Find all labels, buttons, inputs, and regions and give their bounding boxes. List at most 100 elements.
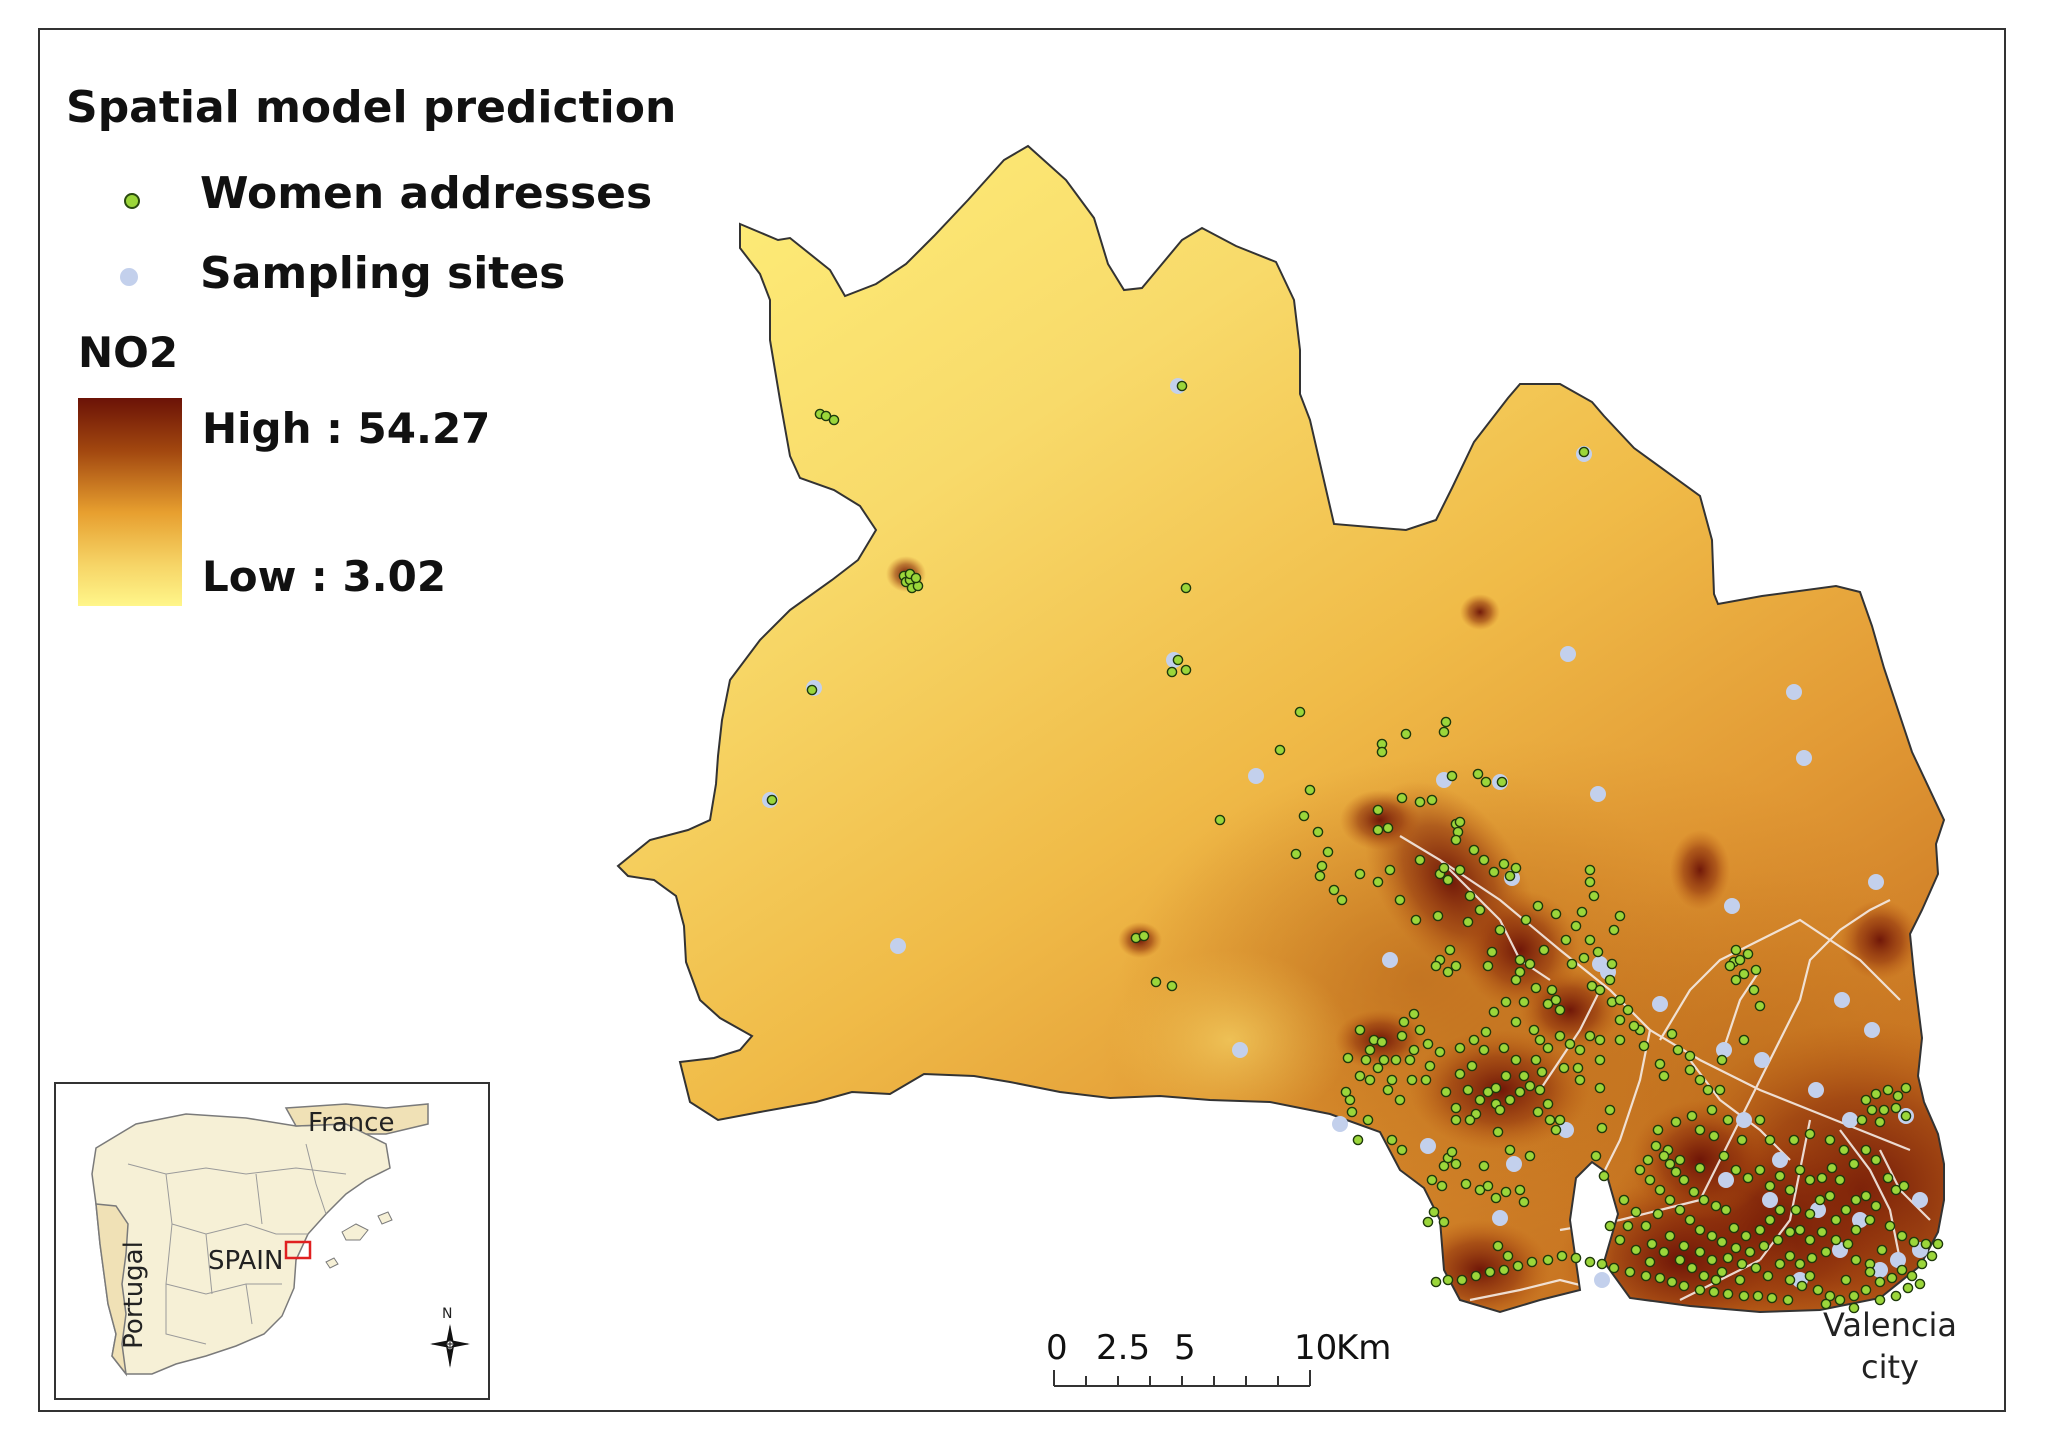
women-address-marker: [1914, 1278, 1926, 1290]
women-address-marker: [1454, 864, 1466, 876]
women-address-marker: [1606, 958, 1618, 970]
women-address-marker: [1564, 1038, 1576, 1050]
women-address-marker: [1722, 1114, 1734, 1126]
women-address-marker: [1902, 1282, 1914, 1294]
inset-map: France Portugal SPAIN N: [54, 1082, 490, 1400]
sampling-site-marker: [1718, 1172, 1734, 1188]
women-address-marker: [1504, 870, 1516, 882]
women-address-marker: [1684, 1214, 1696, 1226]
women-address-marker: [1430, 960, 1442, 972]
sampling-site-marker: [890, 938, 906, 954]
women-address-marker: [1860, 1190, 1872, 1202]
women-address-marker: [1722, 1288, 1734, 1300]
sampling-site-marker: [1724, 898, 1740, 914]
sampling-site-marker: [1506, 1156, 1522, 1172]
women-address-marker: [1386, 1134, 1398, 1146]
sampling-site-marker: [1834, 992, 1850, 1008]
women-address-marker: [1630, 1244, 1642, 1256]
women-address-marker: [1874, 1276, 1886, 1288]
women-address-marker: [1834, 1174, 1846, 1186]
women-address-marker: [1646, 1238, 1658, 1250]
women-address-marker: [1718, 1150, 1730, 1162]
women-address-marker: [1394, 1094, 1406, 1106]
women-address-marker: [1550, 908, 1562, 920]
women-address-marker: [1584, 876, 1596, 888]
inset-label-spain: SPAIN: [208, 1246, 284, 1276]
women-address-marker: [1372, 824, 1384, 836]
women-address-marker: [1478, 854, 1490, 866]
women-address-marker: [1604, 974, 1616, 986]
women-address-marker: [1694, 1246, 1706, 1258]
no2-high-label: High : 54.27: [202, 404, 491, 453]
balearic-islands: [341, 1223, 369, 1241]
women-address-marker: [1502, 1250, 1514, 1262]
women-address-marker: [1454, 1042, 1466, 1054]
women-address-marker: [1376, 1036, 1388, 1048]
women-address-marker: [1716, 1266, 1728, 1278]
women-address-marker: [1598, 1170, 1610, 1182]
women-address-marker: [1674, 1154, 1686, 1166]
women-address-marker: [1614, 1034, 1626, 1046]
women-address-marker: [1744, 1246, 1756, 1258]
women-address-marker: [1644, 1174, 1656, 1186]
women-address-marker: [1892, 1090, 1904, 1102]
women-address-marker: [1442, 1274, 1454, 1286]
women-address-marker: [1166, 980, 1178, 992]
women-address-marker: [1384, 864, 1396, 876]
women-address-marker: [1908, 1236, 1920, 1248]
women-address-marker: [1382, 822, 1394, 834]
women-address-marker: [1528, 1024, 1540, 1036]
women-address-marker: [1730, 944, 1742, 956]
women-address-marker: [1848, 1290, 1860, 1302]
women-address-marker: [1614, 1014, 1626, 1026]
women-address-marker: [1394, 894, 1406, 906]
women-address-marker: [1816, 1226, 1828, 1238]
women-address-marker: [1686, 1262, 1698, 1274]
women-address-marker: [1850, 1194, 1862, 1206]
women-address-marker: [1628, 1020, 1640, 1032]
women-addresses-layer: [766, 380, 1944, 1314]
sampling-site-marker: [1912, 1192, 1928, 1208]
women-address-marker: [1594, 984, 1606, 996]
women-address-marker: [1372, 1062, 1384, 1074]
women-address-marker: [1708, 1286, 1720, 1298]
women-address-marker: [1764, 1180, 1776, 1192]
women-address-marker: [1678, 1240, 1690, 1252]
women-address-marker: [1720, 1204, 1732, 1216]
women-address-marker: [1314, 870, 1326, 882]
women-address-marker: [1812, 1284, 1824, 1296]
women-address-marker: [1214, 814, 1226, 826]
sampling-site-marker: [1716, 1042, 1732, 1058]
women-address-marker: [1588, 890, 1600, 902]
women-address-marker: [1622, 1004, 1634, 1016]
women-address-marker: [1738, 1290, 1750, 1302]
women-address-marker: [1428, 1206, 1440, 1218]
scale-tick-2-5: 2.5: [1096, 1328, 1151, 1368]
women-address-marker: [1450, 1114, 1462, 1126]
women-address-marker: [1396, 1030, 1408, 1042]
women-address-marker: [1450, 1102, 1462, 1114]
women-address-marker: [1784, 1250, 1796, 1262]
sampling-site-marker: [1796, 750, 1812, 766]
women-address-marker: [1848, 1158, 1860, 1170]
women-address-marker: [1806, 1252, 1818, 1264]
women-address-marker: [1706, 1254, 1718, 1266]
women-address-marker: [1290, 848, 1302, 860]
women-address-marker: [1518, 996, 1530, 1008]
women-address-marker: [1664, 1194, 1676, 1206]
women-address-marker: [1312, 826, 1324, 838]
women-address-marker: [1482, 960, 1494, 972]
women-address-marker: [1398, 1016, 1410, 1028]
sampling-site-marker: [1772, 1152, 1788, 1168]
women-address-marker: [1486, 946, 1498, 958]
women-address-marker: [1772, 1234, 1784, 1246]
women-address-marker: [828, 414, 840, 426]
women-address-marker: [1328, 884, 1340, 896]
women-address-marker: [1510, 1016, 1522, 1028]
women-address-marker: [1294, 706, 1306, 718]
women-address-marker: [1422, 1216, 1434, 1228]
women-address-marker: [1446, 770, 1458, 782]
women-address-marker: [1706, 1104, 1718, 1116]
women-address-marker: [1432, 910, 1444, 922]
women-address-marker: [1640, 1220, 1652, 1232]
